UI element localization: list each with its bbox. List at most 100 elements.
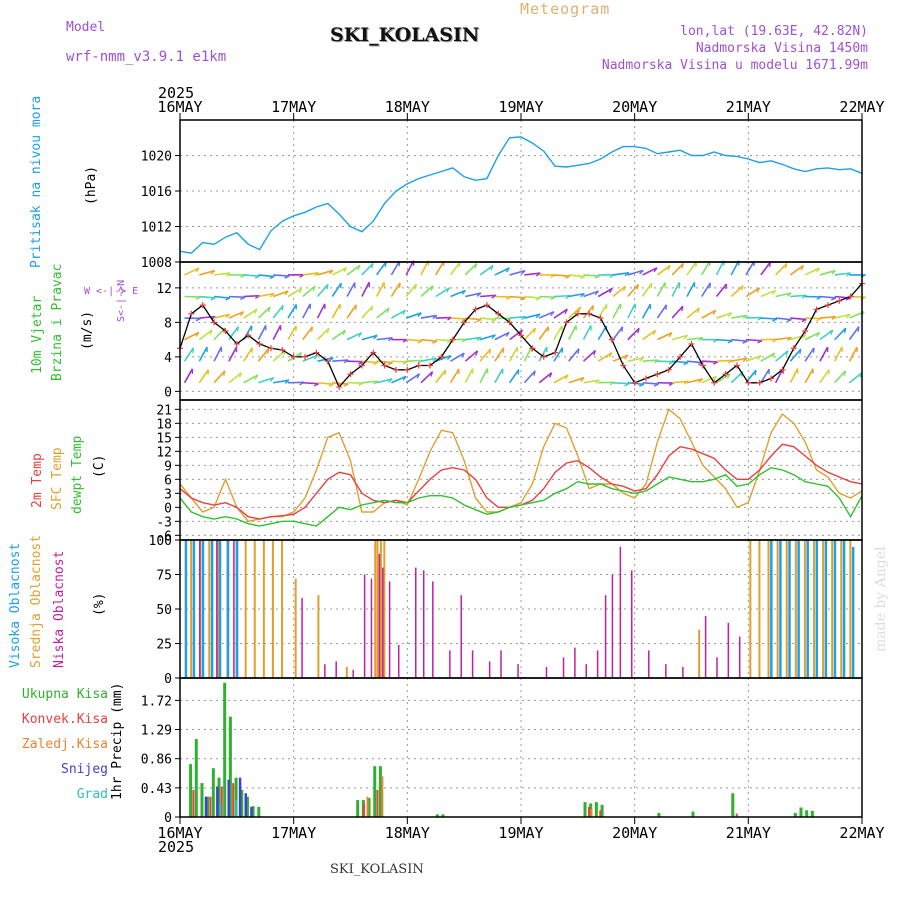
temperature-y-tick-label: -6 (156, 529, 172, 544)
cloud-low-bar (562, 657, 565, 678)
wind-arrow (479, 368, 489, 384)
wind-speed-marker (529, 345, 536, 352)
wind-arrow-head (402, 309, 407, 315)
wind-arrow (612, 326, 624, 341)
dewpt-temp-line (179, 466, 863, 527)
wind-arrow-head (827, 369, 830, 375)
wind-arrow-head (696, 307, 701, 313)
wind-arrow-head (771, 352, 776, 358)
location-coords: lon,lat (19.63E, 42.82N) (680, 24, 868, 39)
wind-arrow (524, 272, 541, 276)
wind-arrow (746, 316, 763, 319)
wind-speed-marker (733, 362, 740, 369)
wind-arrow-head (712, 309, 717, 315)
cloud-low-bar (324, 664, 326, 678)
wind-arrow-head (521, 316, 526, 321)
wind-arrow (686, 282, 696, 297)
wind-arrow (316, 283, 329, 298)
wind-arrow (199, 295, 216, 299)
wind-arrow (257, 325, 267, 340)
wind-arrow (316, 327, 330, 341)
wind-arrow-head (683, 334, 689, 340)
wind-arrow (273, 274, 290, 277)
wind-arrow (508, 369, 520, 384)
wind-arrow (745, 260, 755, 276)
wind-arrow (375, 261, 387, 276)
wind-arrow (671, 262, 684, 276)
wind-arrow (568, 348, 580, 362)
wind-arrow (612, 303, 622, 319)
wind-arrow (257, 306, 271, 319)
wind-arrow (524, 295, 541, 299)
wind-arrow (672, 380, 689, 384)
wind-arrow-head (593, 350, 597, 356)
wind-arrow (272, 290, 289, 298)
wind-arrow (272, 349, 286, 362)
wind-speed-marker (563, 319, 570, 326)
wind-speed-marker (461, 319, 468, 326)
precip-total-bar (367, 798, 371, 817)
wind-arrow (716, 359, 733, 362)
wind-arrow-head (342, 330, 346, 336)
wind-arrow-head (225, 297, 231, 301)
cloud-low-bar (370, 578, 373, 678)
wind-arrow-head (267, 306, 271, 313)
wind-arrow-head (786, 318, 792, 323)
wind-arrow-head (785, 350, 789, 356)
wind-arrow-head (225, 272, 231, 277)
cloud-low-bar (665, 664, 667, 678)
wind-speed-marker (608, 336, 615, 343)
wind-arrow (686, 360, 703, 364)
wind-arrow-head (533, 327, 537, 334)
wind-arrow (361, 380, 378, 384)
precip-total-bar (251, 806, 255, 817)
wind-arrow (539, 295, 556, 299)
wind-arrow (789, 348, 802, 362)
wind-arrow (479, 334, 496, 341)
wind-arrow (302, 381, 319, 385)
wind-speed-marker (256, 340, 263, 347)
cloud-low-bar (471, 650, 474, 678)
station-title: SKI_KOLASIN (330, 24, 480, 46)
cloud-mid-bar (803, 540, 806, 678)
precip-conv-bar (735, 813, 738, 817)
wind-arrow-head (458, 261, 461, 268)
wind-arrow-head (491, 334, 496, 340)
wind-arrow-head (801, 318, 807, 323)
wind-arrow (464, 262, 478, 276)
wind-arrow (243, 374, 259, 384)
wind-arrow (420, 285, 434, 298)
temperature-y-tick-label: 18 (156, 417, 172, 432)
precip-conv-bar (220, 786, 223, 817)
wind-speed-marker (631, 379, 638, 386)
wind-arrow-head (474, 263, 478, 269)
wind-arrow (553, 325, 563, 341)
wind-arrow-head (816, 332, 821, 337)
wind-arrow-head (695, 261, 698, 268)
cloud-y-tick-label: 100 (149, 534, 172, 549)
wind-arrow (834, 346, 843, 362)
wind-arrow-head (668, 361, 674, 365)
wind-arrow (553, 308, 568, 319)
wind-arrow-head (328, 383, 334, 387)
wind-arrow (494, 347, 505, 362)
wind-arrow (420, 371, 434, 384)
wind-arrow-head (742, 314, 748, 320)
temperature-y-tick-label: 0 (164, 501, 172, 516)
cloud-low-bar (611, 574, 614, 678)
wind-arrow (376, 336, 393, 341)
cloud-low-bar (738, 636, 741, 678)
pressure-y-tick-label: 1008 (141, 256, 172, 271)
cloud-high-bar (201, 540, 205, 678)
wind-arrow-head (517, 369, 520, 375)
wind-arrow (406, 359, 423, 362)
precip-total-bar (189, 764, 193, 817)
wind-arrow (760, 289, 776, 298)
wind-speed-marker (313, 349, 320, 356)
wind-arrow-head (549, 372, 553, 378)
wind-arrow (553, 274, 570, 277)
precip-y-tick-label: 0 (164, 811, 172, 826)
wind-arrow (804, 347, 815, 362)
precip-total-bar (217, 777, 221, 817)
wind-arrow (538, 346, 548, 362)
